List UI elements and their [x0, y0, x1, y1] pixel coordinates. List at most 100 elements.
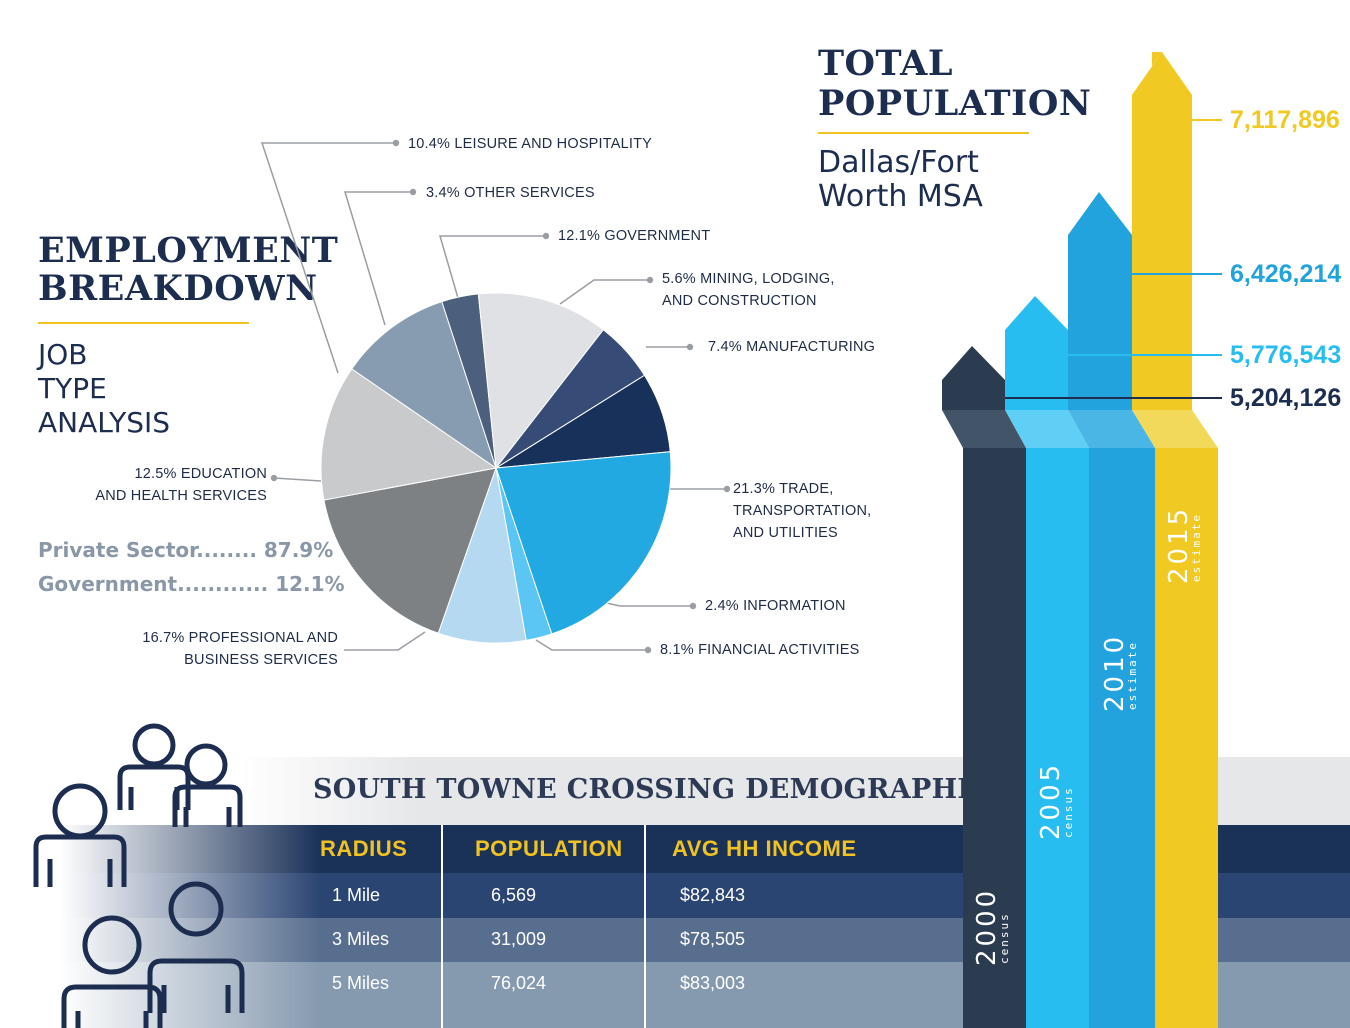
pie-slice-label-line: AND HEALTH SERVICES: [95, 488, 267, 504]
pie-leader-dot: [686, 343, 694, 351]
pie-slice-label-line: TRANSPORTATION,: [733, 503, 872, 519]
pie-slice: [323, 467, 497, 634]
column-divider: [441, 825, 443, 1028]
pie-leader-dot: [542, 232, 550, 240]
pie-slice-label-line: 8.1% FINANCIAL ACTIVITIES: [660, 642, 860, 658]
population-title-rule: [818, 132, 1029, 134]
pie-leader-line: [343, 191, 413, 326]
column-divider: [644, 825, 646, 1028]
cell-income: $82,843: [680, 885, 746, 905]
pie-slice-label-line: 12.1% GOVERNMENT: [558, 228, 711, 244]
pie-slice-label-line: 3.4% OTHER SERVICES: [426, 185, 595, 201]
bar-2010: [1068, 192, 1132, 410]
value-2015: 7,117,896: [1230, 106, 1340, 134]
pie-slice-label-line: AND UTILITIES: [733, 525, 838, 541]
bar-2015: [1152, 52, 1162, 66]
pie-slice-label-line: 2.4% INFORMATION: [705, 598, 846, 614]
employment-subtitle-line: JOB: [38, 338, 88, 371]
population-subtitle-line2: Worth MSA: [818, 179, 983, 214]
pie-slice-label: 12.1% GOVERNMENT: [558, 225, 710, 247]
year-label-2000: 2000 census: [972, 888, 1011, 966]
cell-population: 6,569: [491, 885, 537, 905]
bar-2000: [942, 346, 1005, 410]
cell-radius: 5 Miles: [332, 973, 390, 993]
employment-title: EMPLOYMENT BREAKDOWN: [38, 232, 338, 308]
pie-leader-dot: [644, 646, 652, 654]
government-share: Government............ 12.1%: [38, 572, 345, 596]
pie-slice: [477, 292, 605, 470]
value-2005: 5,776,543: [1230, 341, 1342, 369]
population-subtitle: Dallas/Fort Worth MSA: [818, 146, 983, 214]
cell-population: 31,009: [491, 929, 547, 949]
header-population: POPULATION: [475, 836, 623, 861]
employment-title-line2: BREAKDOWN: [38, 268, 318, 309]
pie-leader-dot: [409, 188, 417, 196]
pie-leader-line: [535, 639, 648, 651]
pie-slice: [320, 368, 498, 501]
year-label-2010: 2010 estimate: [1100, 634, 1139, 712]
pie-leader-dot: [392, 139, 400, 147]
pie-slice: [437, 466, 527, 644]
employment-pie-chart: [260, 139, 731, 654]
people-icon: [33, 723, 245, 1028]
pie-leader-dot: [646, 276, 654, 284]
private-sector-share: Private Sector........ 87.9%: [38, 538, 334, 562]
population-subtitle-line1: Dallas/Fort: [818, 145, 979, 180]
pie-leader-dot: [270, 474, 278, 482]
header-radius: RADIUS: [320, 836, 408, 861]
pie-slice-label: 10.4% LEISURE AND HOSPITALITY: [408, 133, 652, 155]
pie-slice: [351, 300, 497, 470]
cell-income: $83,003: [680, 973, 746, 993]
pie-leader-lines: [260, 139, 731, 654]
pie-slice-label-line: 12.5% EDUCATION: [134, 466, 267, 482]
pie-slice-label: 16.7% PROFESSIONAL AND BUSINESS SERVICES: [142, 627, 338, 671]
pie-slice-label-line: 21.3% TRADE,: [733, 481, 834, 497]
pie-slice-label: 5.6% MINING, LODGING, AND CONSTRUCTION: [662, 268, 835, 312]
employment-subtitle-line: ANALYSIS: [38, 406, 171, 439]
bar-2015-fold: [1132, 410, 1218, 448]
bar-2015-column: [1155, 448, 1218, 1028]
year-2015-note: estimate: [1190, 513, 1203, 582]
value-2000: 5,204,126: [1230, 384, 1342, 412]
pie-leader-line: [273, 477, 322, 482]
employment-subtitle-line: TYPE: [38, 372, 107, 405]
population-buildings-chart: [942, 52, 1222, 1028]
bar-2010-column: [1089, 448, 1155, 1028]
pie-leader-line: [344, 631, 426, 651]
pie-slice-label: 8.1% FINANCIAL ACTIVITIES: [660, 639, 859, 661]
cell-radius: 3 Miles: [332, 929, 390, 949]
year-2010-note: estimate: [1126, 641, 1139, 710]
cell-radius: 1 Mile: [332, 885, 381, 905]
demographics-title: SOUTH TOWNE CROSSING DEMOGRAPHICS: [313, 774, 1012, 805]
pie-slice-label-line: 16.7% PROFESSIONAL AND: [142, 630, 338, 646]
pie-slices: [320, 292, 672, 644]
bar-2000-column: [963, 448, 1026, 1028]
pie-leader-line: [601, 601, 693, 607]
bar-2000-fold: [942, 410, 1026, 448]
pie-leader-line: [559, 279, 650, 305]
pie-leader-dot: [723, 485, 731, 493]
pie-slice: [495, 329, 646, 469]
cell-population: 76,024: [491, 973, 547, 993]
pie-slice-label-line: BUSINESS SERVICES: [184, 652, 338, 668]
pie-slice-label-line: 10.4% LEISURE AND HOSPITALITY: [408, 136, 653, 152]
bar-2005-column: [1026, 448, 1089, 1028]
bar-2010-fold: [1068, 410, 1155, 448]
population-title: TOTAL POPULATION: [818, 44, 1091, 124]
population-title-line1: TOTAL: [818, 43, 953, 84]
pie-slice-label: 7.4% MANUFACTURING: [708, 336, 875, 358]
pie-slice-label-line: AND CONSTRUCTION: [662, 293, 817, 309]
pie-slice-label-line: 5.6% MINING, LODGING,: [662, 271, 835, 287]
bar-2005-fold: [1005, 410, 1089, 448]
pie-leader-line: [439, 235, 546, 299]
bar-2015: [1132, 52, 1192, 410]
year-label-2005: 2005 census: [1036, 762, 1075, 840]
employment-subtitle: JOB TYPE ANALYSIS: [38, 338, 170, 440]
pie-leader-dot: [689, 602, 697, 610]
pie-slice-label: 21.3% TRADE, TRANSPORTATION, AND UTILITIES: [733, 478, 871, 544]
population-title-line2: POPULATION: [818, 83, 1092, 124]
pie-slice-label: 3.4% OTHER SERVICES: [426, 182, 595, 204]
pie-leader-line: [260, 142, 396, 374]
bar-2005: [1005, 296, 1068, 410]
value-2010: 6,426,214: [1230, 260, 1342, 288]
